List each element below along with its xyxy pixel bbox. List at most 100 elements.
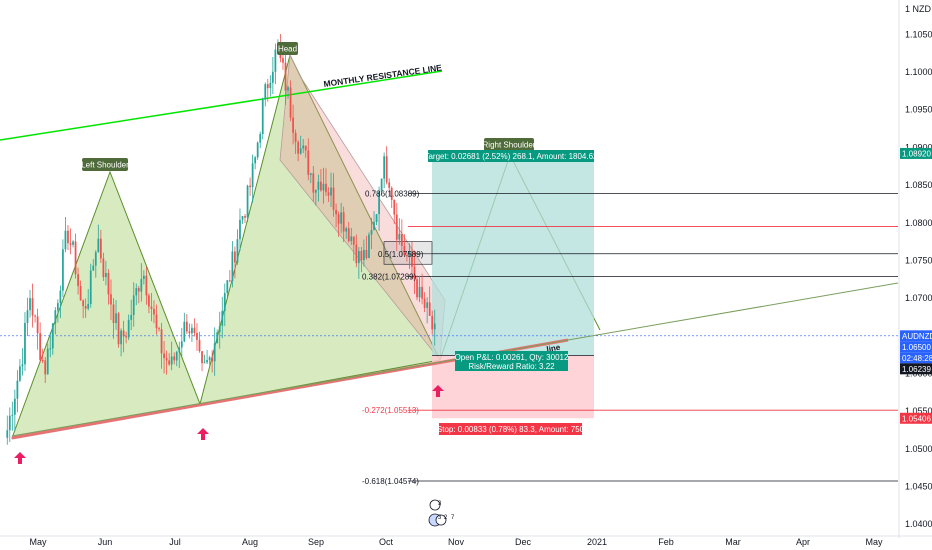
candle-body xyxy=(180,341,183,348)
candle-body xyxy=(345,228,348,232)
candle-body xyxy=(294,132,297,142)
candle-body xyxy=(228,280,231,282)
candle-body xyxy=(165,358,168,361)
candle-body xyxy=(153,308,155,315)
candle-body xyxy=(130,315,133,320)
candle-body xyxy=(175,351,178,361)
price-tag-box xyxy=(900,363,932,375)
candle-body xyxy=(239,219,241,240)
candle-body xyxy=(431,315,434,330)
candle-body xyxy=(226,280,229,294)
candle-body xyxy=(320,181,322,191)
candle-body xyxy=(390,187,393,200)
candle-body xyxy=(137,288,140,292)
candle-body xyxy=(102,258,105,278)
candle-body xyxy=(274,49,277,72)
candle-body xyxy=(375,214,378,222)
head-label: Head xyxy=(278,45,297,54)
consolidation-box xyxy=(383,241,433,265)
candle-body xyxy=(421,286,423,299)
price-tick-label: 1.10500 xyxy=(905,29,932,39)
time-ticks: May Jun Jul Aug Sep Oct Nov Dec 2021 Feb Mar Apr May xyxy=(29,537,883,547)
candle-body xyxy=(256,142,259,158)
event-icon[interactable] xyxy=(429,499,441,511)
price-tag-label: 1.05406 xyxy=(902,414,931,423)
candle-body xyxy=(82,300,85,307)
candle-body xyxy=(213,343,216,362)
price-ticks: 1.10500 1.10000 1.09500 1.09000 1.08500 1.080… xyxy=(905,29,932,529)
candle-body xyxy=(77,274,79,287)
event-icons[interactable]: 3 3 2 7 xyxy=(428,499,455,527)
horizontal-levels xyxy=(0,193,898,482)
candle-body xyxy=(178,347,181,352)
candle-body xyxy=(196,332,198,340)
time-tick-label: Nov xyxy=(448,537,465,547)
price-tag-label: 1.06239 xyxy=(902,365,931,374)
candle-body xyxy=(388,182,391,188)
event-count: 3 xyxy=(438,501,442,507)
candle-body xyxy=(120,330,122,345)
candle-body xyxy=(62,249,64,291)
candle-body xyxy=(357,251,360,264)
candle-body xyxy=(271,71,274,83)
candle-body xyxy=(34,315,36,317)
time-tick-label: Mar xyxy=(725,537,741,547)
candle-body xyxy=(234,251,236,263)
candle-body xyxy=(142,275,145,280)
candle-body xyxy=(67,230,69,244)
event-count: 2 xyxy=(444,515,448,521)
price-tick-label: 1.05500 xyxy=(905,406,932,416)
candle-body xyxy=(51,323,54,349)
candle-body xyxy=(251,163,254,188)
event-icon[interactable] xyxy=(435,514,447,526)
price-tags: 1.08920 AUDNZD 1.06500 02:48:28 1.06239 1.054… xyxy=(900,147,932,424)
currency-label: 1 NZD xyxy=(905,4,932,14)
candle-body xyxy=(112,304,115,324)
time-tick-label: Aug xyxy=(242,537,258,547)
candle-body xyxy=(41,360,44,362)
monthly-resistance-line[interactable] xyxy=(0,70,443,141)
candle-body xyxy=(64,230,67,250)
candle-body xyxy=(368,234,370,259)
time-tick-label: Oct xyxy=(379,537,394,547)
candle-body xyxy=(188,331,191,334)
candle-body xyxy=(69,243,72,245)
candle-body xyxy=(312,173,315,193)
candle-body xyxy=(115,313,117,324)
candle-body xyxy=(266,84,269,89)
candle-body xyxy=(423,298,426,308)
time-axis[interactable]: May Jun Jul Aug Sep Oct Nov Dec 2021 Feb Mar Apr May xyxy=(0,535,932,547)
candle-body xyxy=(94,252,97,266)
time-tick-label: 2021 xyxy=(587,537,607,547)
price-tick-label: 1.08500 xyxy=(905,180,932,190)
candle-body xyxy=(168,360,171,365)
pattern-fills xyxy=(11,53,601,439)
price-axis[interactable]: 1.10500 1.10000 1.09500 1.09000 1.08500 1.080… xyxy=(898,0,932,538)
candle-body xyxy=(29,298,31,311)
candle-body xyxy=(337,214,340,224)
candle-body xyxy=(236,239,239,263)
candle-body xyxy=(24,322,26,365)
time-tick-label: Dec xyxy=(515,537,532,547)
candle-body xyxy=(79,286,82,301)
fib-labels: 0.786(1.08389) 0.5(1.07589) 0.382(1.07289)… xyxy=(362,189,424,486)
candle-body xyxy=(299,148,302,154)
candle-body xyxy=(332,187,335,210)
time-tick-label: May xyxy=(865,537,883,547)
candle-body xyxy=(21,364,24,367)
candle-body xyxy=(84,306,87,309)
candle-body xyxy=(406,255,408,257)
candle-body xyxy=(6,430,9,438)
candle-body xyxy=(201,351,203,364)
head-fill xyxy=(199,53,441,405)
buy-arrow-icon xyxy=(197,428,209,440)
pnl-label-box xyxy=(455,351,568,371)
position-labels: Target: 0.02681 (2.52%) 268.1, Amount: 1… xyxy=(424,150,598,435)
fib-level-label: 0.382(1.07289) xyxy=(362,272,417,281)
candle-body xyxy=(355,244,358,264)
left-shoulder-label: Left Shoulder xyxy=(81,161,129,170)
candle-body xyxy=(302,145,305,149)
candle-body xyxy=(89,270,92,304)
candle-body xyxy=(304,145,307,151)
